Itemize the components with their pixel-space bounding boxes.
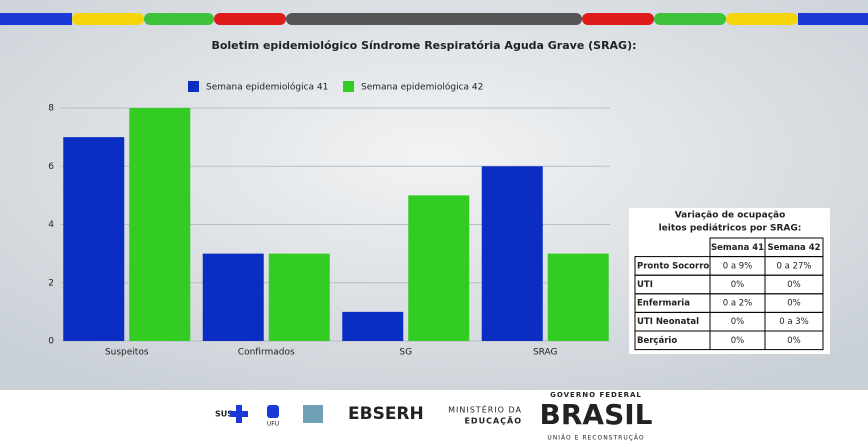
bar [547, 253, 609, 341]
governo: GOVERNO FEDERAL [550, 391, 642, 399]
ebserh-logo: EBSERH [348, 404, 424, 424]
table-row-label: UTI Neonatal [637, 317, 699, 327]
chart: 0 2 4 6 8 Semana epidemiológica 41 Semana epid… [48, 81, 610, 358]
table-cell-text: 0% [787, 299, 801, 309]
ministerio: MINISTÉRIO DA [448, 404, 522, 415]
bar [268, 253, 330, 341]
footer-background [0, 390, 868, 443]
brasil-logo: BRASIL [540, 398, 653, 431]
x-tick-label: Suspeitos [105, 348, 149, 358]
x-tick-label: SG [399, 348, 412, 358]
y-tick-label: 4 [48, 220, 54, 230]
table-cell-text: 0% [787, 280, 801, 290]
table-cell [764, 330, 824, 351]
table-title: Variação de ocupação [675, 211, 786, 221]
table-cell-text: 0% [787, 336, 801, 346]
bar [342, 311, 404, 341]
table-header: Semana 41 [711, 243, 764, 253]
y-tick-label: 6 [48, 162, 54, 172]
legend-swatch [343, 81, 354, 92]
y-tick-label: 2 [48, 278, 54, 288]
bar [63, 137, 125, 341]
table-cell-text: 0 a 3% [779, 317, 809, 327]
table-title: leitos pediátricos por SRAG: [659, 224, 802, 234]
bar [408, 195, 470, 341]
table-row-label: Pronto Socorro [637, 261, 709, 271]
legend-label: Semana epidemiológica 41 [206, 82, 328, 93]
table-cell-text: 0% [731, 336, 745, 346]
footer: SUS UFU EBSERH MINISTÉRIO DA EDUCAÇÃO GO… [215, 391, 653, 442]
table-cell-text: 0% [731, 280, 745, 290]
slogan: UNIÃO E RECONSTRUÇÃO [547, 435, 644, 442]
bar [202, 253, 264, 341]
table-row-label: Berçário [637, 336, 677, 346]
chart-title: Boletim epidemiológico Síndrome Respirat… [211, 39, 636, 52]
table-cell-text: 0% [731, 317, 745, 327]
bar [129, 108, 191, 341]
table-cell-text: 0 a 2% [723, 299, 753, 309]
bar [481, 166, 543, 341]
table-row-label: Enfermaria [637, 299, 690, 309]
sus-logo: SUS [215, 410, 233, 419]
ministerio: EDUCAÇÃO [464, 416, 522, 426]
x-tick-label: SRAG [533, 348, 558, 358]
table-row-label: UTI [637, 280, 653, 290]
table-header: Semana 42 [767, 243, 820, 253]
y-tick-label: 8 [48, 104, 54, 114]
legend-label: Semana epidemiológica 42 [361, 82, 483, 93]
table-cell-text: 0 a 9% [723, 261, 753, 271]
y-tick-label: 0 [48, 337, 54, 347]
table: Variação de ocupação leitos pediátricos p… [629, 208, 830, 354]
x-tick-label: Confirmados [238, 348, 295, 358]
top-stripe [0, 13, 868, 25]
ufu-logo: UFU [267, 421, 279, 428]
table-cell-text: 0 a 27% [777, 261, 812, 271]
legend-swatch [188, 81, 199, 92]
